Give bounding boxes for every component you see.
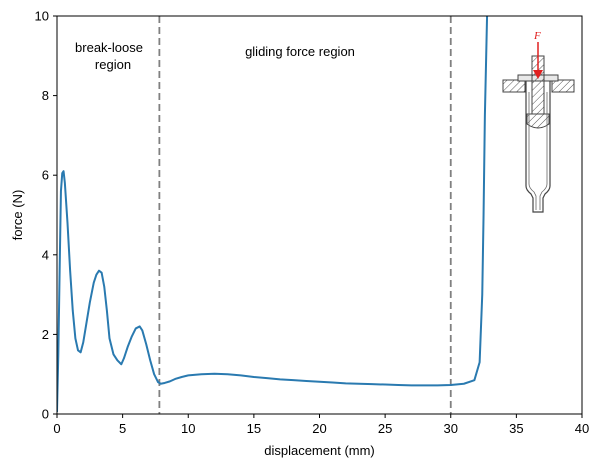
x-tick-label: 5 [119, 421, 126, 436]
syringe-illustration: F [502, 30, 575, 213]
x-tick-label: 40 [575, 421, 589, 436]
plot-area [57, 16, 489, 414]
y-tick-label: 6 [42, 168, 49, 183]
series-line-1 [57, 16, 489, 413]
y-tick-label: 8 [42, 88, 49, 103]
x-tick-label: 20 [312, 421, 326, 436]
y-tick-label: 2 [42, 327, 49, 342]
x-tick-label: 15 [247, 421, 261, 436]
x-tick-label: 25 [378, 421, 392, 436]
y-tick-label: 10 [35, 9, 49, 24]
annotation-break-loose-line1: break-loose [75, 40, 143, 55]
x-tick-label: 30 [444, 421, 458, 436]
holder-plate-right [551, 79, 575, 93]
annotation-gliding-force: gliding force region [245, 44, 355, 59]
x-tick-label: 10 [181, 421, 195, 436]
plot-frame [56, 15, 583, 415]
force-arrow-icon [533, 70, 543, 79]
syringe-barrel [525, 81, 551, 213]
x-tick-label: 0 [53, 421, 60, 436]
y-tick-label: 0 [42, 407, 49, 422]
y-axis-ticks: 0 2 4 6 8 10 [35, 9, 57, 422]
x-tick-label: 35 [509, 421, 523, 436]
syringe-barrel-inner [528, 92, 548, 210]
syringe-stopper [526, 113, 550, 129]
annotation-break-loose-line2: region [95, 57, 131, 72]
x-axis-ticks: 0 5 10 15 20 25 30 35 40 [53, 414, 589, 436]
force-symbol-label: F [533, 30, 541, 42]
y-axis-label: force (N) [10, 190, 25, 241]
holder-plate-left [502, 79, 526, 93]
y-tick-label: 4 [42, 247, 49, 262]
x-axis-label: displacement (mm) [264, 443, 375, 458]
